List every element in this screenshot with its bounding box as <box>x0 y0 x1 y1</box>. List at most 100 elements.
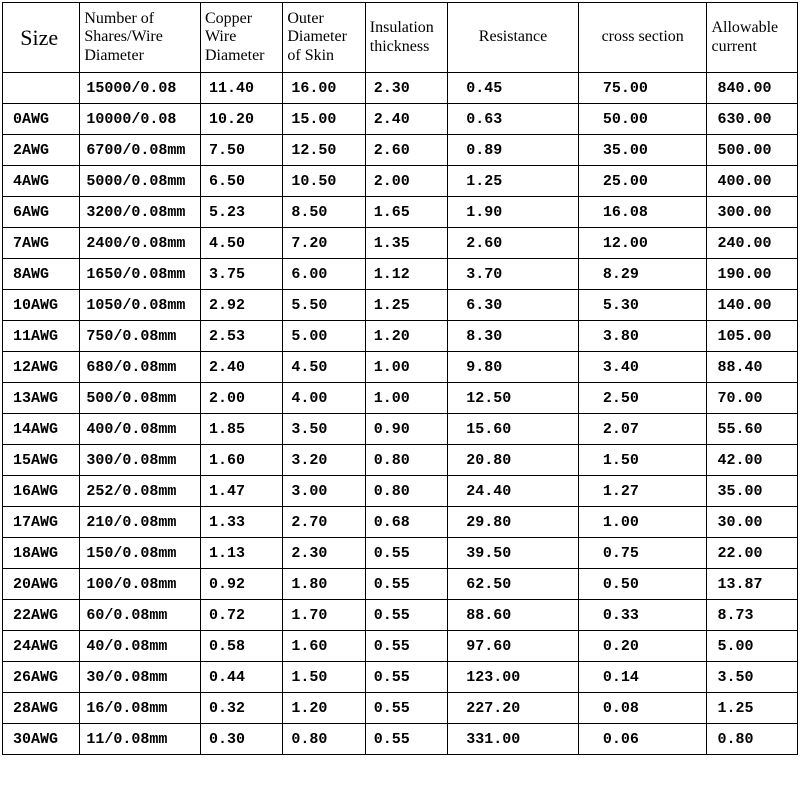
table-cell: 50.00 <box>578 104 707 135</box>
table-cell: 300/0.08mm <box>80 445 201 476</box>
table-cell: 3.20 <box>283 445 365 476</box>
table-cell: 0.72 <box>200 600 282 631</box>
table-cell: 1.90 <box>448 197 579 228</box>
table-cell: 12AWG <box>3 352 80 383</box>
table-cell: 0.55 <box>365 538 447 569</box>
table-cell: 16AWG <box>3 476 80 507</box>
table-body: 15000/0.0811.4016.002.300.4575.00840.000… <box>3 73 798 755</box>
table-cell: 0.89 <box>448 135 579 166</box>
table-cell: 1.60 <box>200 445 282 476</box>
table-cell: 331.00 <box>448 724 579 755</box>
table-row: 26AWG30/0.08mm0.441.500.55123.000.143.50 <box>3 662 798 693</box>
table-cell: 840.00 <box>707 73 798 104</box>
table-cell: 16.08 <box>578 197 707 228</box>
table-cell: 29.80 <box>448 507 579 538</box>
table-cell: 1.20 <box>365 321 447 352</box>
table-cell: 7.20 <box>283 228 365 259</box>
table-cell: 2400/0.08mm <box>80 228 201 259</box>
table-cell: 0.68 <box>365 507 447 538</box>
table-cell: 0.08 <box>578 693 707 724</box>
col-size: Size <box>3 3 80 73</box>
table-cell: 12.00 <box>578 228 707 259</box>
table-cell: 25.00 <box>578 166 707 197</box>
table-cell: 5.00 <box>707 631 798 662</box>
table-cell: 252/0.08mm <box>80 476 201 507</box>
table-cell: 2.60 <box>448 228 579 259</box>
table-cell: 3.40 <box>578 352 707 383</box>
table-cell: 12.50 <box>448 383 579 414</box>
table-row: 12AWG680/0.08mm2.404.501.009.803.4088.40 <box>3 352 798 383</box>
table-cell: 4AWG <box>3 166 80 197</box>
table-cell: 60/0.08mm <box>80 600 201 631</box>
table-cell: 0.80 <box>365 445 447 476</box>
table-cell: 22AWG <box>3 600 80 631</box>
table-cell: 2.40 <box>200 352 282 383</box>
col-cross-section: cross section <box>578 3 707 73</box>
table-cell: 4.00 <box>283 383 365 414</box>
table-cell: 1.27 <box>578 476 707 507</box>
table-cell: 240.00 <box>707 228 798 259</box>
table-cell: 55.60 <box>707 414 798 445</box>
table-cell: 680/0.08mm <box>80 352 201 383</box>
table-cell: 13.87 <box>707 569 798 600</box>
table-row: 17AWG210/0.08mm1.332.700.6829.801.0030.0… <box>3 507 798 538</box>
table-cell: 500.00 <box>707 135 798 166</box>
table-row: 28AWG16/0.08mm0.321.200.55227.200.081.25 <box>3 693 798 724</box>
table-cell: 3.70 <box>448 259 579 290</box>
table-cell: 15000/0.08 <box>80 73 201 104</box>
table-cell: 97.60 <box>448 631 579 662</box>
table-cell: 2AWG <box>3 135 80 166</box>
col-resistance: Resistance <box>448 3 579 73</box>
table-cell: 0AWG <box>3 104 80 135</box>
table-row: 4AWG5000/0.08mm6.5010.502.001.2525.00400… <box>3 166 798 197</box>
table-row: 14AWG400/0.08mm1.853.500.9015.602.0755.6… <box>3 414 798 445</box>
table-cell: 400.00 <box>707 166 798 197</box>
table-cell: 15AWG <box>3 445 80 476</box>
table-cell: 2.50 <box>578 383 707 414</box>
table-row: 15000/0.0811.4016.002.300.4575.00840.00 <box>3 73 798 104</box>
table-cell: 1.00 <box>365 383 447 414</box>
table-cell: 42.00 <box>707 445 798 476</box>
table-cell: 35.00 <box>707 476 798 507</box>
table-cell: 13AWG <box>3 383 80 414</box>
table-cell: 8.30 <box>448 321 579 352</box>
table-cell: 140.00 <box>707 290 798 321</box>
table-cell: 227.20 <box>448 693 579 724</box>
table-cell: 1.35 <box>365 228 447 259</box>
table-cell: 1.70 <box>283 600 365 631</box>
table-cell: 0.06 <box>578 724 707 755</box>
table-cell: 0.32 <box>200 693 282 724</box>
table-cell: 0.75 <box>578 538 707 569</box>
table-cell: 1.60 <box>283 631 365 662</box>
table-cell: 7.50 <box>200 135 282 166</box>
table-cell: 0.55 <box>365 600 447 631</box>
table-cell: 1.85 <box>200 414 282 445</box>
table-cell: 1.65 <box>365 197 447 228</box>
table-cell: 5000/0.08mm <box>80 166 201 197</box>
table-cell: 0.20 <box>578 631 707 662</box>
table-cell: 105.00 <box>707 321 798 352</box>
table-cell: 22.00 <box>707 538 798 569</box>
col-insulation: Insulation thickness <box>365 3 447 73</box>
table-cell: 6700/0.08mm <box>80 135 201 166</box>
table-cell: 5.30 <box>578 290 707 321</box>
table-cell: 3.75 <box>200 259 282 290</box>
table-cell: 1650/0.08mm <box>80 259 201 290</box>
table-cell: 8AWG <box>3 259 80 290</box>
table-cell: 14AWG <box>3 414 80 445</box>
table-row: 0AWG10000/0.0810.2015.002.400.6350.00630… <box>3 104 798 135</box>
table-cell: 6.00 <box>283 259 365 290</box>
table-cell: 75.00 <box>578 73 707 104</box>
table-cell: 400/0.08mm <box>80 414 201 445</box>
table-cell: 1.33 <box>200 507 282 538</box>
table-cell: 300.00 <box>707 197 798 228</box>
table-cell: 39.50 <box>448 538 579 569</box>
wire-spec-table: Size Number of Shares/Wire Diameter Copp… <box>2 2 798 755</box>
table-cell: 40/0.08mm <box>80 631 201 662</box>
table-row: 2AWG6700/0.08mm7.5012.502.600.8935.00500… <box>3 135 798 166</box>
table-cell: 3.50 <box>707 662 798 693</box>
table-cell: 0.44 <box>200 662 282 693</box>
table-cell: 70.00 <box>707 383 798 414</box>
table-cell: 2.60 <box>365 135 447 166</box>
table-cell: 8.50 <box>283 197 365 228</box>
